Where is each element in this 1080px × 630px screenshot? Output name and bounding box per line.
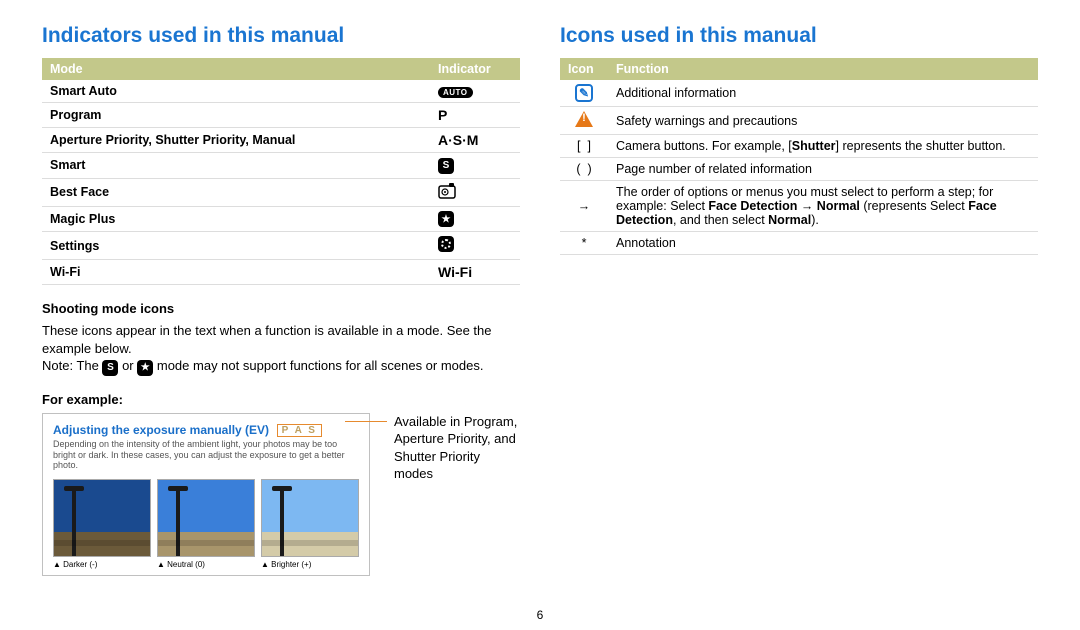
function-cell: Page number of related information [608, 158, 1038, 181]
table-row: Settings [42, 232, 520, 260]
thumb-image [261, 479, 359, 557]
icon-cell: [ ] [560, 135, 608, 158]
indicator-cell: Wi-Fi [430, 260, 520, 285]
smart-s-icon: S [438, 158, 454, 174]
mode-cell: Smart Auto [42, 80, 430, 103]
settings-gear-icon [438, 236, 454, 252]
table-row: [ ]Camera buttons. For example, [Shutter… [560, 135, 1038, 158]
mode-cell: Wi-Fi [42, 260, 430, 285]
pas-badge: P A S [277, 424, 322, 437]
info-icon: ✎ [575, 84, 593, 102]
mode-cell: Program [42, 103, 430, 128]
warning-icon [575, 111, 593, 127]
th-indicator: Indicator [430, 58, 520, 80]
function-cell: Additional information [608, 80, 1038, 107]
icon-cell: ( ) [560, 158, 608, 181]
icon-cell: → [560, 181, 608, 232]
example-thumbnails: Darker (-) Neutral (0) Brighter (+) [53, 479, 359, 569]
function-cell: Camera buttons. For example, [Shutter] r… [608, 135, 1038, 158]
indicator-cell: AUTO [430, 80, 520, 103]
function-cell: The order of options or menus you must s… [608, 181, 1038, 232]
indicators-table: Mode Indicator Smart Auto AUTO ProgramPApe… [42, 58, 520, 285]
left-column: Indicators used in this manual Mode Indi… [42, 24, 520, 576]
th-function: Function [608, 58, 1038, 80]
shooting-mode-subhead: Shooting mode icons [42, 301, 520, 316]
smart-s-icon: S [102, 360, 118, 376]
example-thumb: Brighter (+) [261, 479, 359, 569]
indicator-cell: A·S·M [430, 128, 520, 153]
mode-cell: Aperture Priority, Shutter Priority, Man… [42, 128, 430, 153]
indicator-cell [430, 178, 520, 206]
mode-cell: Best Face [42, 178, 430, 206]
table-row: ProgramP [42, 103, 520, 128]
icon-cell: ✎ [560, 80, 608, 107]
table-row: Aperture Priority, Shutter Priority, Man… [42, 128, 520, 153]
function-cell: Annotation [608, 232, 1038, 255]
icons-table: Icon Function ✎ Additional informationSaf… [560, 58, 1038, 255]
for-example-subhead: For example: [42, 392, 520, 407]
mode-cell: Magic Plus [42, 206, 430, 232]
indicator-cell: S [430, 153, 520, 179]
example-box: Adjusting the exposure manually (EV) P A… [42, 413, 370, 576]
table-row: Smart Auto AUTO [42, 80, 520, 103]
thumb-image [53, 479, 151, 557]
example-subtitle: Depending on the intensity of the ambien… [53, 439, 359, 471]
table-row: ( )Page number of related information [560, 158, 1038, 181]
thumb-label: Neutral (0) [157, 560, 255, 569]
icons-heading: Icons used in this manual [560, 24, 1038, 48]
icon-cell: * [560, 232, 608, 255]
shooting-body-2: Note: The S or ★ mode may not support fu… [42, 357, 520, 376]
table-row: Best Face [42, 178, 520, 206]
mode-cell: Settings [42, 232, 430, 260]
table-row: *Annotation [560, 232, 1038, 255]
thumb-label: Brighter (+) [261, 560, 359, 569]
magic-star-icon: ★ [438, 211, 454, 227]
table-row: →The order of options or menus you must … [560, 181, 1038, 232]
example-title: Adjusting the exposure manually (EV) [53, 423, 269, 437]
magic-star-icon: ★ [137, 360, 153, 376]
function-cell: Safety warnings and precautions [608, 107, 1038, 135]
table-row: Wi-FiWi-Fi [42, 260, 520, 285]
icon-cell [560, 107, 608, 135]
shooting-body-1: These icons appear in the text when a fu… [42, 322, 520, 357]
indicator-cell [430, 232, 520, 260]
indicator-cell: ★ [430, 206, 520, 232]
th-icon: Icon [560, 58, 608, 80]
table-row: Smart S [42, 153, 520, 179]
right-column: Icons used in this manual Icon Function … [560, 24, 1038, 576]
availability-callout: Available in Program, Aperture Priority,… [394, 413, 520, 483]
indicator-cell: P [430, 103, 520, 128]
table-row: Safety warnings and precautions [560, 107, 1038, 135]
th-mode: Mode [42, 58, 430, 80]
page-number: 6 [0, 608, 1080, 622]
table-row: Magic Plus ★ [42, 206, 520, 232]
bestface-icon [438, 183, 456, 199]
indicators-heading: Indicators used in this manual [42, 24, 520, 48]
mode-cell: Smart [42, 153, 430, 179]
thumb-label: Darker (-) [53, 560, 151, 569]
example-thumb: Darker (-) [53, 479, 151, 569]
thumb-image [157, 479, 255, 557]
auto-pill-icon: AUTO [438, 87, 473, 98]
table-row: ✎ Additional information [560, 80, 1038, 107]
example-thumb: Neutral (0) [157, 479, 255, 569]
